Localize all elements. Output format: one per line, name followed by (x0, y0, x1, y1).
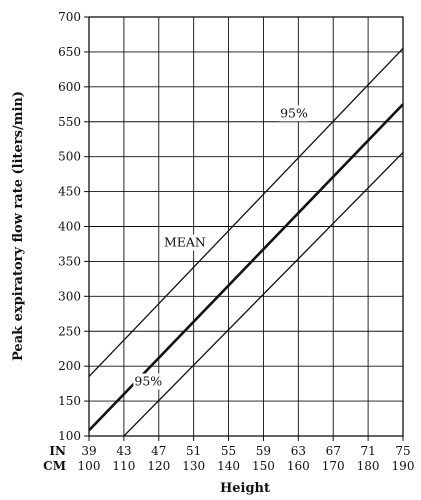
x-tick-label-in: 43 (116, 444, 131, 458)
x-axis-title: Height (220, 481, 270, 496)
y-tick-label: 700 (58, 10, 81, 24)
x-tick-label-in: 51 (186, 444, 201, 458)
line-label-bg-1 (165, 234, 204, 251)
y-tick-label: 350 (58, 254, 81, 268)
x-tick-label-in: 39 (81, 444, 96, 458)
line-label-2: 95% (134, 374, 162, 389)
y-tick-label: 550 (58, 115, 81, 129)
line-label-bg-2 (133, 373, 164, 390)
x-tick-label-cm: 180 (357, 459, 380, 473)
x-tick-label-in: 75 (395, 444, 410, 458)
x-tick-label-cm: 190 (392, 459, 415, 473)
x-tick-label-cm: 160 (287, 459, 310, 473)
y-tick-label: 600 (58, 80, 81, 94)
axes: 100 150 200 250 300 350 400 450 500 550 600 650 700 3… (43, 10, 414, 473)
x-tick-label-cm: 120 (147, 459, 170, 473)
x-tick-label-in: 71 (360, 444, 375, 458)
line-label-bg-0 (278, 105, 309, 122)
x-tick-label-in: 67 (326, 444, 341, 458)
series-line-upper (89, 47, 403, 378)
x-row-label-in: IN (49, 444, 66, 458)
y-tick-label: 250 (58, 324, 81, 338)
y-tick-label: 100 (58, 429, 81, 443)
x-tick-label-in: 59 (256, 444, 271, 458)
x-tick-label-cm: 150 (252, 459, 275, 473)
line-labels: 95% MEAN 95% (133, 105, 309, 390)
y-tick-label: 300 (58, 289, 81, 303)
x-tick-label-cm: 130 (182, 459, 205, 473)
x-tick-label-cm: 140 (217, 459, 240, 473)
line-label-1: MEAN (164, 235, 206, 250)
x-tick-label-in: 47 (151, 444, 166, 458)
x-tick-label-cm: 170 (322, 459, 345, 473)
y-tick-label: 500 (58, 150, 81, 164)
series-line-lower (123, 152, 403, 436)
y-tick-label: 150 (58, 394, 81, 408)
y-tick-label: 200 (58, 359, 81, 373)
x-tick-label-in: 55 (221, 444, 236, 458)
line-label-0: 95% (280, 105, 308, 120)
y-tick-label: 450 (58, 185, 81, 199)
x-tick-label-cm: 110 (112, 459, 135, 473)
plot-frame (88, 16, 404, 437)
x-tick-label-cm: 100 (78, 459, 101, 473)
x-row-label-cm: CM (43, 459, 66, 473)
x-tick-label-in: 63 (291, 444, 306, 458)
y-tick-label: 650 (58, 45, 81, 59)
y-tick-label: 400 (58, 220, 81, 234)
y-axis-title: Peak expiratory flow rate (liters/min) (11, 91, 26, 361)
